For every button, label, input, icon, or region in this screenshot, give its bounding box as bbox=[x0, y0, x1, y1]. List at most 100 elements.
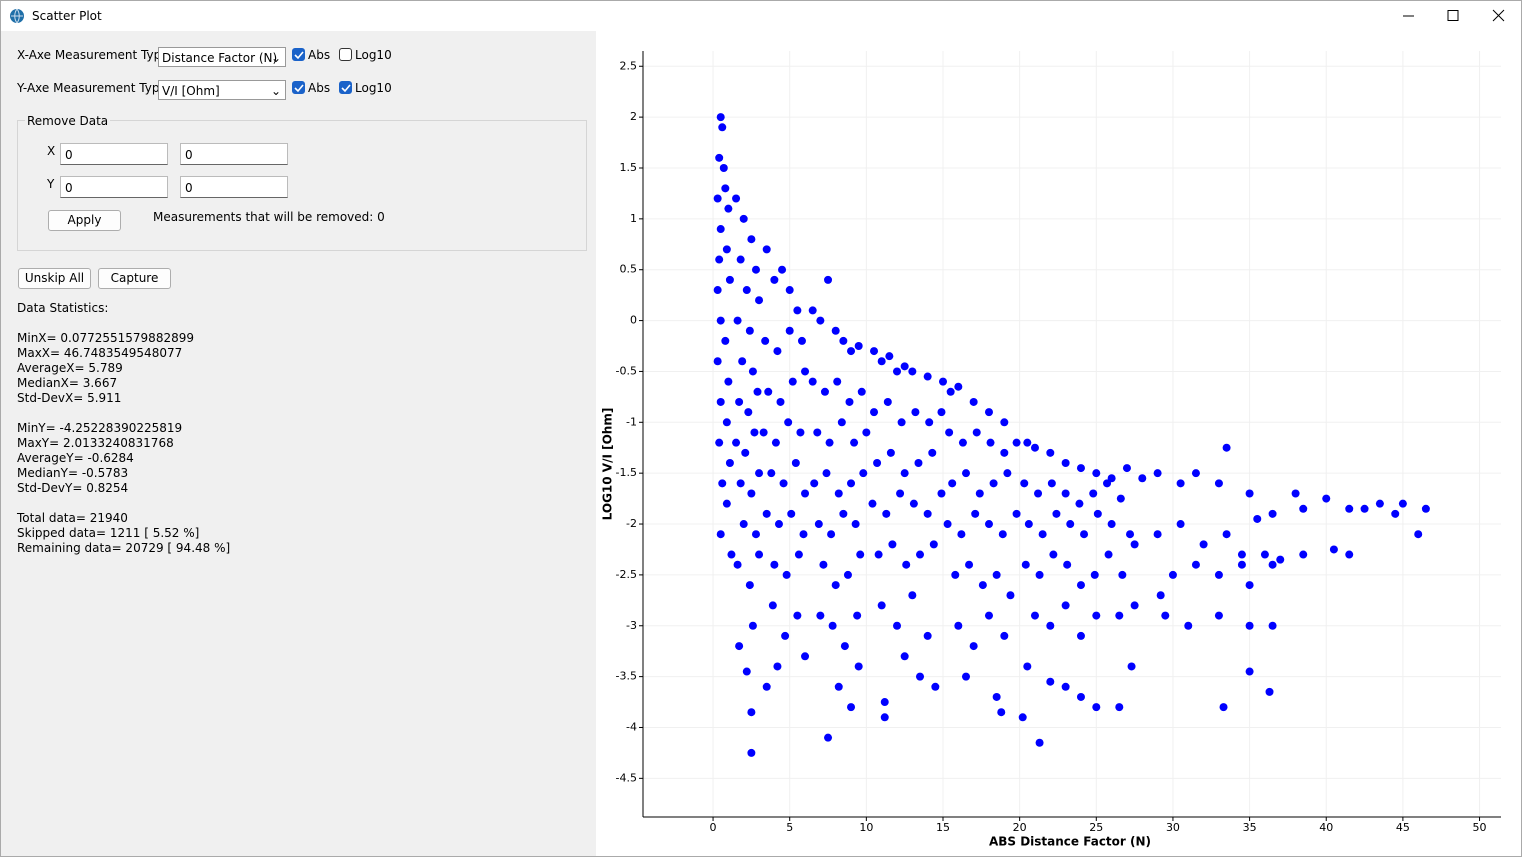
point bbox=[741, 448, 750, 457]
x-abs-label: Abs bbox=[308, 48, 331, 62]
point bbox=[958, 438, 967, 447]
point bbox=[735, 642, 744, 651]
point bbox=[1345, 550, 1354, 559]
point bbox=[727, 550, 736, 559]
x-type-value: Distance Factor (N) bbox=[162, 51, 278, 65]
point bbox=[971, 509, 980, 518]
point bbox=[767, 469, 776, 478]
capture-button[interactable]: Capture bbox=[98, 268, 171, 289]
point bbox=[801, 489, 810, 498]
point bbox=[784, 418, 793, 427]
point bbox=[1061, 601, 1070, 610]
point bbox=[801, 652, 810, 661]
point bbox=[819, 560, 828, 569]
y-log-checkbox[interactable] bbox=[339, 81, 352, 94]
point bbox=[961, 672, 970, 681]
point bbox=[787, 509, 796, 518]
point bbox=[791, 458, 800, 467]
y-abs-label: Abs bbox=[308, 81, 331, 95]
y-from-input[interactable]: 0 bbox=[60, 176, 168, 198]
point bbox=[857, 387, 866, 396]
point bbox=[997, 708, 1006, 717]
unskip-button[interactable]: Unskip All bbox=[18, 268, 91, 289]
app-icon bbox=[10, 8, 24, 24]
check-mark bbox=[294, 51, 304, 60]
point bbox=[722, 499, 731, 508]
check-mark bbox=[341, 84, 351, 93]
x-type-select[interactable]: Distance Factor (N) ⌄ bbox=[158, 47, 286, 67]
point bbox=[1061, 489, 1070, 498]
x-log-checkbox[interactable] bbox=[339, 48, 352, 61]
point bbox=[814, 520, 823, 529]
point bbox=[796, 428, 805, 437]
point bbox=[1299, 550, 1308, 559]
point bbox=[745, 581, 754, 590]
apply-button[interactable]: Apply bbox=[48, 210, 121, 231]
point bbox=[793, 611, 802, 620]
point bbox=[1345, 504, 1354, 513]
point bbox=[1006, 591, 1015, 600]
point bbox=[1268, 509, 1277, 518]
title-bar: Scatter Plot bbox=[1, 1, 1521, 31]
point bbox=[733, 560, 742, 569]
point bbox=[1130, 540, 1139, 549]
point bbox=[816, 316, 825, 325]
point bbox=[824, 733, 833, 742]
point bbox=[900, 469, 909, 478]
point bbox=[923, 631, 932, 640]
point bbox=[732, 194, 741, 203]
window-controls[interactable] bbox=[1391, 1, 1521, 31]
remove-data-group bbox=[17, 120, 587, 251]
x-range-label: X bbox=[47, 144, 56, 158]
point bbox=[1156, 591, 1165, 600]
point bbox=[751, 530, 760, 539]
point bbox=[1118, 570, 1127, 579]
point bbox=[984, 520, 993, 529]
point bbox=[762, 682, 771, 691]
point bbox=[909, 499, 918, 508]
point bbox=[788, 377, 797, 386]
point bbox=[1034, 489, 1043, 498]
point bbox=[989, 479, 998, 488]
point bbox=[1222, 443, 1231, 452]
y-tick-label: 0 bbox=[630, 314, 637, 327]
point bbox=[1268, 621, 1277, 630]
point bbox=[992, 570, 1001, 579]
y-type-value: V/I [Ohm] bbox=[162, 84, 220, 98]
point bbox=[847, 347, 856, 356]
x-to-input[interactable]: 0 bbox=[180, 143, 288, 165]
point bbox=[1375, 499, 1384, 508]
point bbox=[748, 621, 757, 630]
point bbox=[937, 408, 946, 417]
point bbox=[896, 489, 905, 498]
point bbox=[893, 621, 902, 630]
x-from-input[interactable]: 0 bbox=[60, 143, 168, 165]
point bbox=[816, 611, 825, 620]
point bbox=[1046, 448, 1055, 457]
y-abs-checkbox[interactable] bbox=[292, 81, 305, 94]
point bbox=[862, 428, 871, 437]
point bbox=[785, 326, 794, 335]
point bbox=[839, 509, 848, 518]
point bbox=[722, 418, 731, 427]
y-to-input[interactable]: 0 bbox=[180, 176, 288, 198]
x-abs-checkbox[interactable] bbox=[292, 48, 305, 61]
point bbox=[797, 336, 806, 345]
point bbox=[1035, 738, 1044, 747]
point bbox=[1414, 530, 1423, 539]
point bbox=[1260, 550, 1269, 559]
point bbox=[1076, 692, 1085, 701]
point bbox=[1237, 550, 1246, 559]
point bbox=[877, 357, 886, 366]
y-type-select[interactable]: V/I [Ohm] ⌄ bbox=[158, 80, 286, 100]
point bbox=[1245, 621, 1254, 630]
point bbox=[837, 418, 846, 427]
point bbox=[929, 540, 938, 549]
stat-line: Remaining data= 20729 [ 94.48 %] bbox=[17, 541, 231, 555]
x-tick-label: 15 bbox=[936, 821, 950, 834]
point bbox=[1138, 474, 1147, 483]
point bbox=[839, 336, 848, 345]
point bbox=[984, 611, 993, 620]
point bbox=[1030, 611, 1039, 620]
point bbox=[965, 560, 974, 569]
